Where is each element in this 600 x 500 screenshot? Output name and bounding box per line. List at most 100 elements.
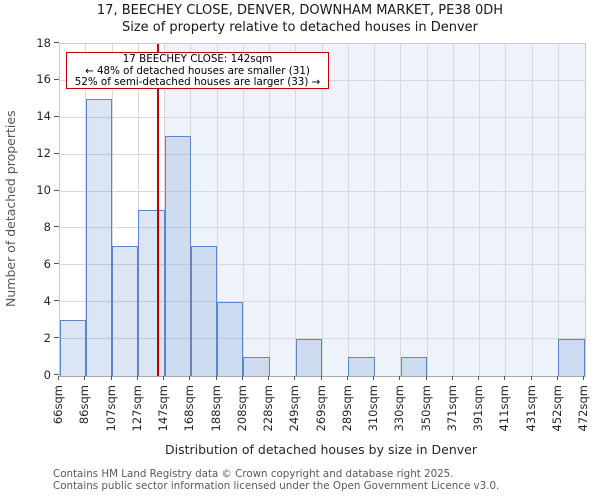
histogram-bar xyxy=(164,135,191,376)
y-tick-mark xyxy=(53,337,59,339)
x-tick-mark xyxy=(399,376,401,380)
x-tick-label: 86sqm xyxy=(77,385,92,425)
histogram-bar xyxy=(243,357,270,376)
y-tick-label: 4 xyxy=(43,293,51,308)
y-tick-label: 12 xyxy=(36,146,51,161)
x-tick-mark xyxy=(215,376,217,380)
x-tick-mark xyxy=(556,376,558,380)
chart-subtitle: Size of property relative to detached ho… xyxy=(121,20,479,35)
x-tick-mark xyxy=(189,376,191,380)
histogram-bar xyxy=(59,320,86,376)
x-tick-mark xyxy=(294,376,296,380)
y-tick-label: 2 xyxy=(43,330,51,345)
vertical-gridline xyxy=(400,43,402,376)
y-tick-mark xyxy=(53,42,59,43)
vertical-gridline xyxy=(295,43,297,376)
histogram-bar xyxy=(400,357,427,376)
horizontal-gridline xyxy=(59,227,585,229)
histogram-bar xyxy=(217,301,244,376)
x-tick-label: 431sqm xyxy=(523,385,538,432)
vertical-gridline xyxy=(269,43,270,376)
x-tick-label: 472sqm xyxy=(576,385,590,432)
x-tick-mark xyxy=(504,376,506,380)
x-tick-label: 452sqm xyxy=(549,385,564,432)
vertical-gridline xyxy=(505,43,507,376)
x-tick-mark xyxy=(110,376,112,380)
y-tick-mark xyxy=(53,300,59,302)
horizontal-gridline xyxy=(59,301,585,303)
y-tick-mark xyxy=(53,226,59,228)
x-tick-mark xyxy=(530,376,532,380)
y-tick-label: 0 xyxy=(43,367,51,382)
vertical-gridline xyxy=(321,43,323,376)
x-tick-label: 188sqm xyxy=(208,385,223,432)
vertical-gridline xyxy=(374,43,375,376)
annotation-box: 17 BEECHEY CLOSE: 142sqm ← 48% of detach… xyxy=(66,52,329,89)
plot-area: 17 BEECHEY CLOSE: 142sqm ← 48% of detach… xyxy=(58,42,586,377)
y-tick-label: 10 xyxy=(36,183,51,198)
histogram-bar xyxy=(348,357,375,376)
x-tick-label: 127sqm xyxy=(129,385,144,432)
y-tick-mark xyxy=(53,78,59,80)
x-tick-mark xyxy=(583,376,584,380)
vertical-gridline xyxy=(479,43,480,376)
x-tick-label: 228sqm xyxy=(261,385,275,432)
histogram-bar xyxy=(112,246,139,376)
x-tick-label: 147sqm xyxy=(156,385,170,432)
y-tick-mark xyxy=(53,374,59,375)
vertical-gridline xyxy=(111,43,113,376)
x-tick-label: 310sqm xyxy=(366,385,380,432)
y-tick-label: 18 xyxy=(36,35,51,50)
horizontal-gridline xyxy=(59,190,585,192)
x-tick-mark xyxy=(478,376,479,380)
annotation-larger-stat: 52% of semi-detached houses are larger (… xyxy=(74,76,321,89)
vertical-gridline xyxy=(242,43,244,376)
y-tick-mark xyxy=(53,263,59,265)
footer-line-1: Contains HM Land Registry data © Crown c… xyxy=(53,468,454,480)
x-tick-mark xyxy=(451,376,453,380)
x-tick-label: 371sqm xyxy=(444,385,459,432)
histogram-bar xyxy=(85,98,112,376)
horizontal-gridline xyxy=(59,338,585,340)
x-tick-label: 391sqm xyxy=(471,385,485,432)
horizontal-gridline xyxy=(59,116,585,118)
histogram-bar xyxy=(558,338,585,376)
x-tick-mark xyxy=(320,376,322,380)
horizontal-gridline xyxy=(59,264,585,266)
x-tick-mark xyxy=(373,376,374,380)
y-tick-label: 8 xyxy=(43,219,51,234)
y-tick-label: 14 xyxy=(36,109,51,124)
x-tick-label: 330sqm xyxy=(392,385,407,432)
x-tick-label: 269sqm xyxy=(313,385,328,432)
x-tick-mark xyxy=(425,376,427,380)
x-tick-mark xyxy=(163,376,164,380)
plot-canvas: 17 BEECHEY CLOSE: 142sqm ← 48% of detach… xyxy=(59,43,585,376)
x-tick-label: 350sqm xyxy=(418,385,433,432)
y-tick-mark xyxy=(53,152,59,154)
x-tick-label: 289sqm xyxy=(339,385,354,432)
horizontal-gridline xyxy=(59,153,585,155)
x-tick-mark xyxy=(268,376,269,380)
vertical-gridline xyxy=(531,43,533,376)
y-tick-label: 16 xyxy=(36,72,51,87)
y-axis-title: Number of detached properties xyxy=(3,110,18,307)
vertical-gridline xyxy=(452,43,454,376)
histogram-bar xyxy=(295,338,322,376)
attribution-footer: Contains HM Land Registry data © Crown c… xyxy=(53,468,499,492)
x-tick-mark xyxy=(346,376,348,380)
x-tick-mark xyxy=(241,376,243,380)
y-tick-mark xyxy=(53,189,59,191)
vertical-gridline xyxy=(426,43,428,376)
vertical-gridline xyxy=(190,43,192,376)
x-tick-label: 411sqm xyxy=(497,385,512,432)
x-tick-label: 168sqm xyxy=(182,385,197,432)
histogram-bar xyxy=(190,246,217,376)
x-tick-label: 249sqm xyxy=(287,385,302,432)
subject-size-marker-line xyxy=(156,43,159,376)
vertical-gridline xyxy=(347,43,349,376)
annotation-property-size: 17 BEECHEY CLOSE: 142sqm xyxy=(122,53,273,65)
y-tick-mark xyxy=(53,115,59,117)
x-tick-label: 66sqm xyxy=(51,385,65,425)
x-axis-title: Distribution of detached houses by size … xyxy=(164,442,478,457)
